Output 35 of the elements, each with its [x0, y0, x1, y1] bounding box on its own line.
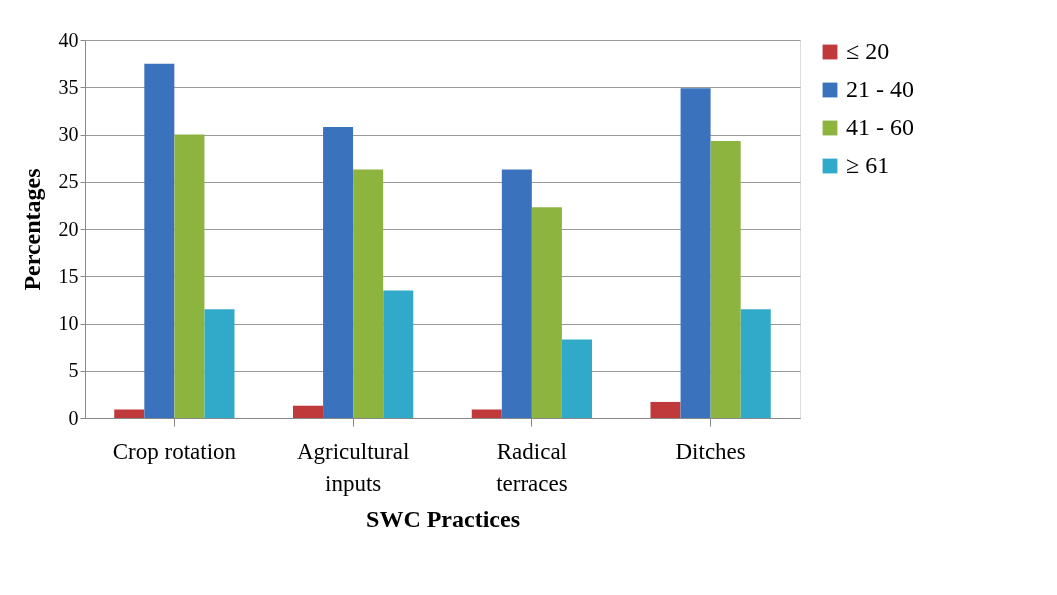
bar	[353, 169, 384, 418]
y-tick-label: 30	[58, 123, 79, 145]
bar	[562, 339, 593, 418]
bar	[292, 405, 323, 418]
y-tick-label: 10	[58, 312, 79, 334]
y-tick-label: 15	[58, 264, 79, 287]
y-tick-label: 20	[58, 217, 79, 240]
bar	[501, 169, 532, 418]
y-tick-label: 0	[68, 406, 79, 429]
bar	[174, 134, 205, 418]
bar	[531, 207, 562, 418]
legend-label: ≥ 61	[846, 152, 890, 178]
bar	[471, 409, 502, 418]
bar	[114, 409, 145, 418]
bar	[650, 401, 681, 418]
bar	[144, 63, 175, 418]
y-axis-title: Percentages	[18, 168, 45, 291]
x-tick-label: Radical terraces	[496, 438, 568, 496]
bar	[680, 88, 711, 418]
y-tick-label: 25	[58, 170, 79, 193]
bar	[204, 309, 235, 418]
legend-label: 41 - 60	[846, 114, 914, 140]
bar	[323, 126, 354, 418]
y-tick-label: 40	[58, 28, 79, 51]
x-tick-label: Crop rotation	[112, 438, 237, 464]
x-tick-label: Ditches	[675, 438, 746, 464]
y-tick-label: 35	[58, 75, 79, 98]
bar	[710, 141, 741, 418]
x-axis-title: SWC Practices	[366, 505, 520, 532]
legend-label: ≤ 20	[846, 38, 890, 64]
bar	[740, 309, 771, 418]
x-tick-label: Agricultural inputs	[296, 438, 410, 496]
y-tick-label: 5	[68, 359, 79, 382]
legend-label: 21 - 40	[846, 76, 914, 102]
bar	[383, 290, 414, 418]
